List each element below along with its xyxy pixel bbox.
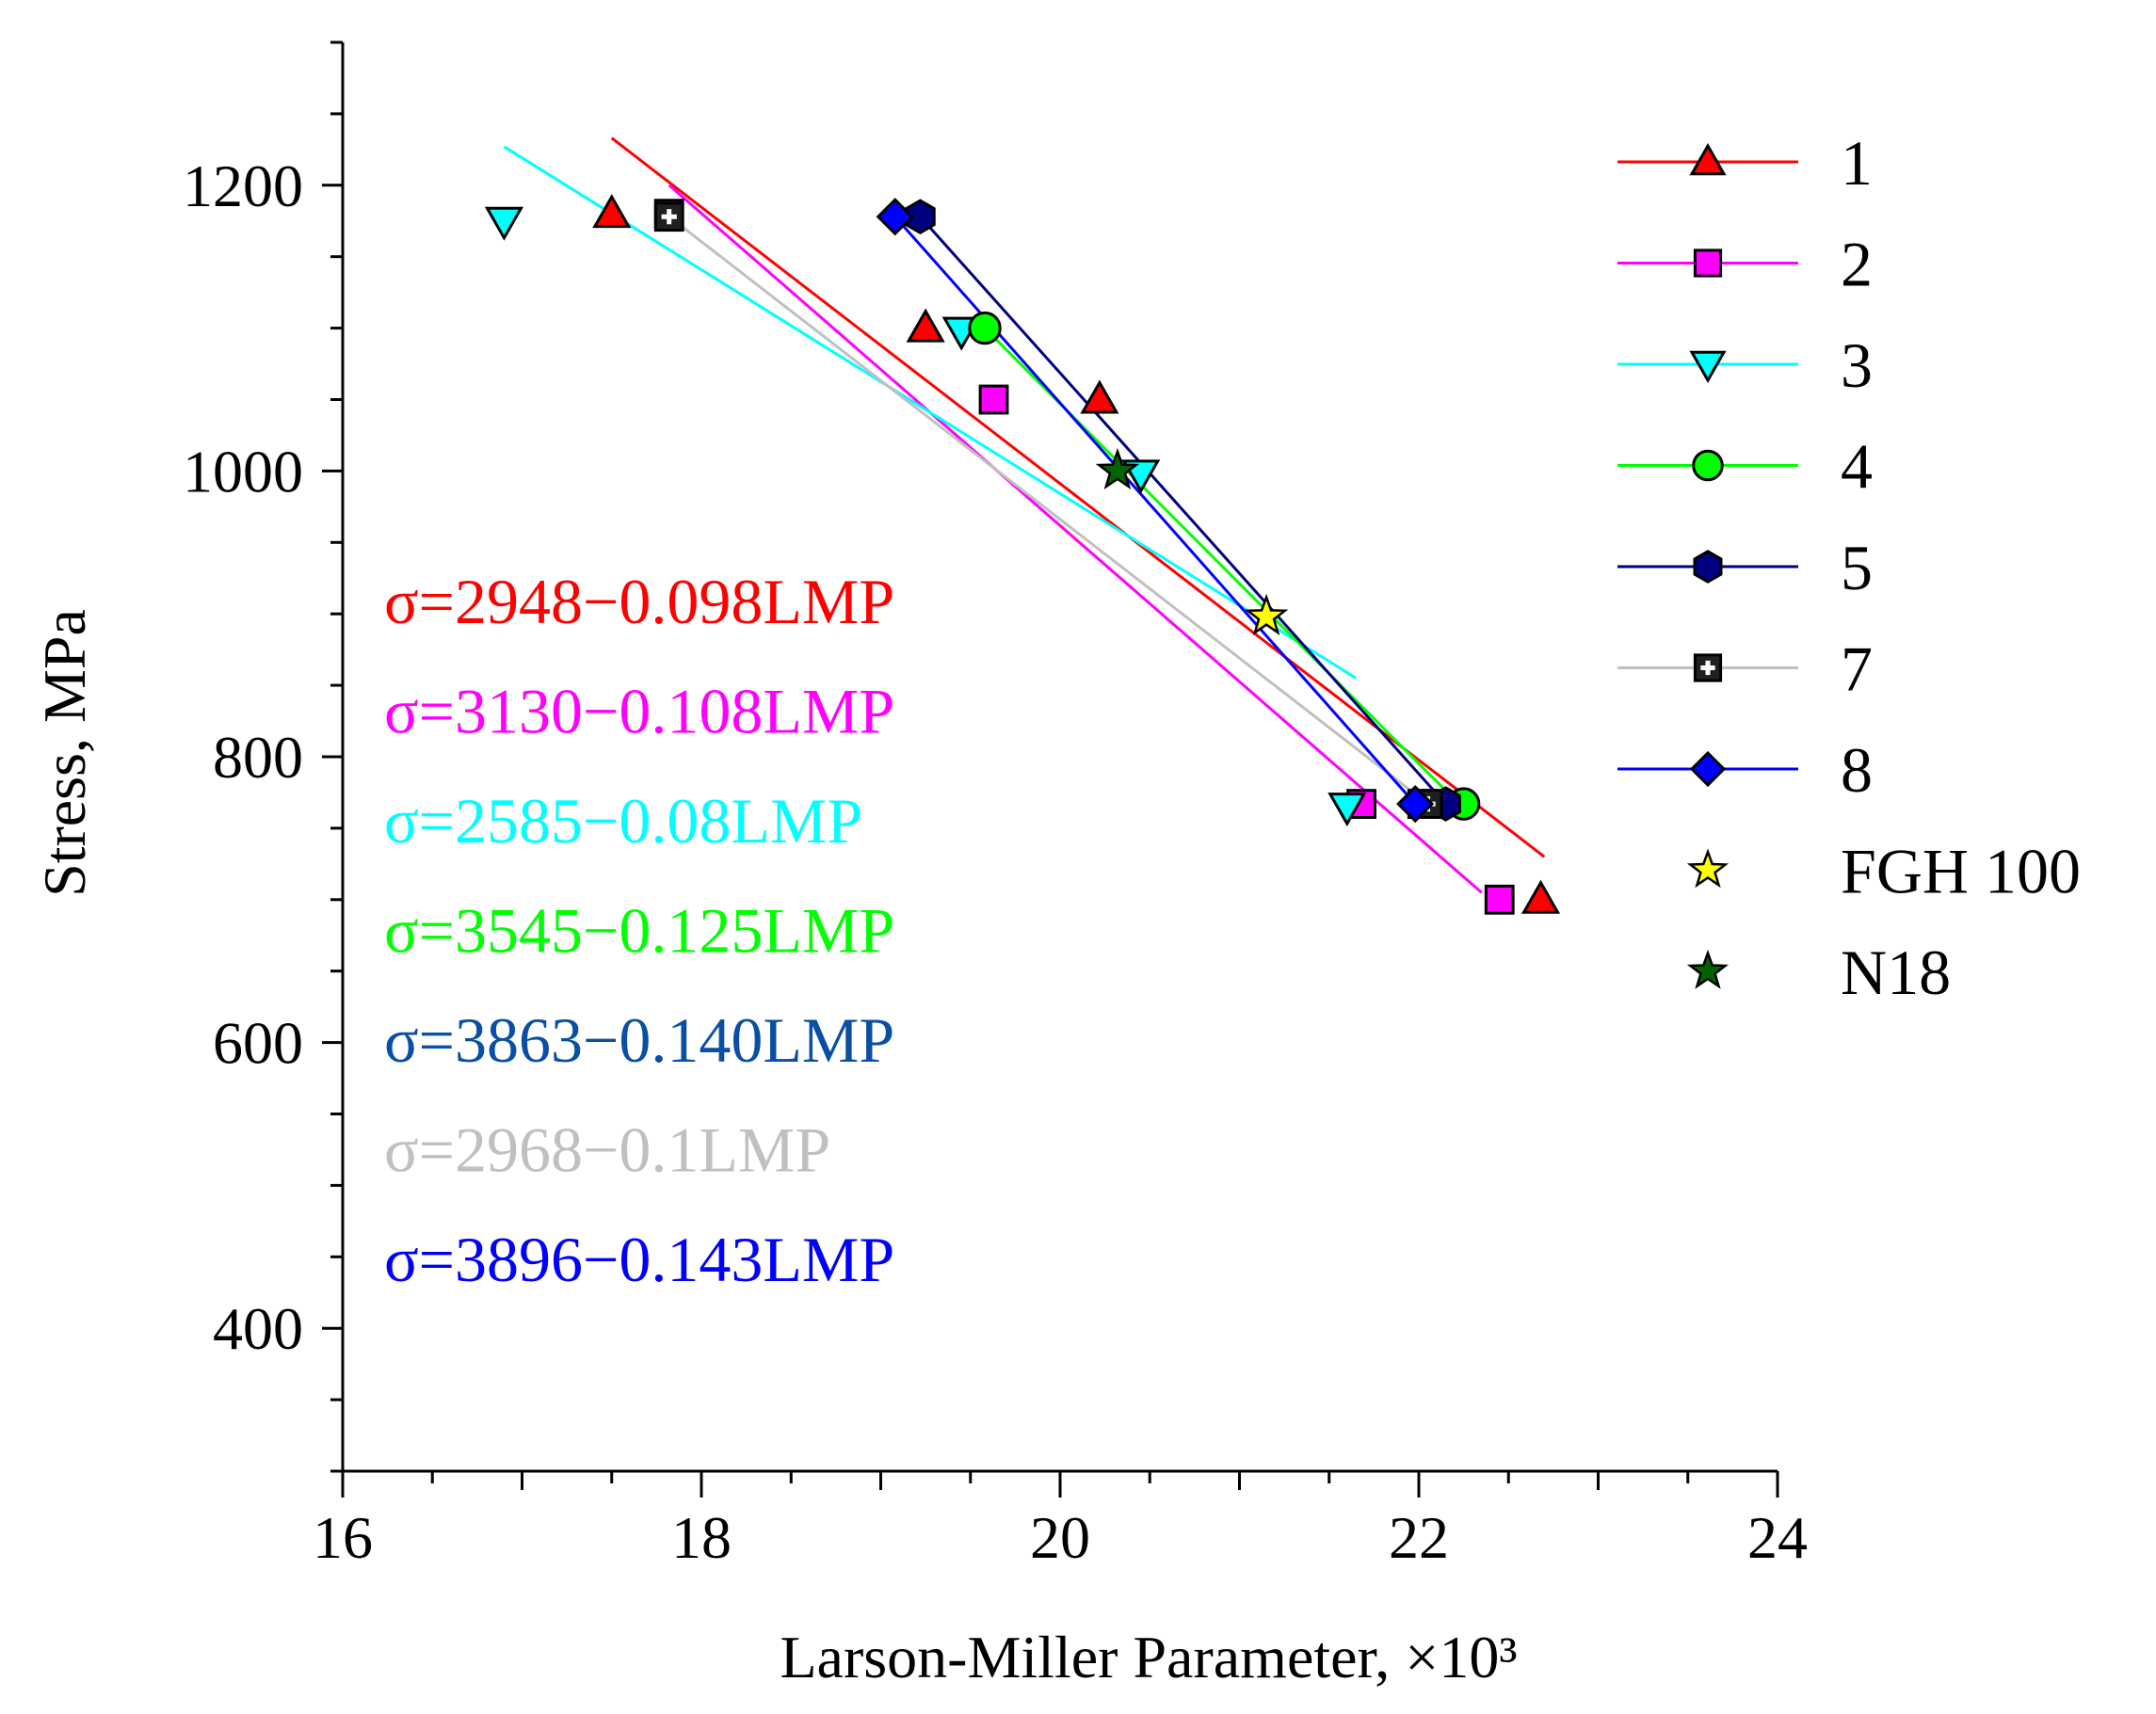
- legend-marker: [1689, 142, 1727, 176]
- y-tick-label: 800: [213, 724, 303, 791]
- equation-annotation: σ=3863−0.140LMP: [384, 1004, 894, 1076]
- equation-annotation: σ=3545−0.125LMP: [384, 895, 894, 967]
- legend-item: FGH 100: [1686, 836, 2081, 907]
- data-point-series-8: [876, 198, 914, 236]
- data-point-series-3: [484, 206, 524, 241]
- x-tick-label: 24: [1747, 1504, 1808, 1571]
- x-ticks: 16 18 20 22 24: [313, 1471, 1808, 1571]
- legend-label: 4: [1841, 431, 1873, 503]
- data-point-series-7: [653, 201, 684, 232]
- data-point-series-4: [968, 311, 1002, 345]
- legend-item: 4: [1617, 431, 1873, 503]
- y-tick-label: 600: [213, 1010, 303, 1077]
- legend-label: 7: [1841, 633, 1873, 705]
- axes: 16 18 20 22 24 400 600 800 1000 1200: [183, 40, 1808, 1571]
- data-point-series-3: [1327, 793, 1367, 827]
- legend-marker: [1689, 750, 1727, 788]
- y-tick-label: 1000: [183, 438, 303, 505]
- legend: 1 2 3 4 5 7 8 FGH 100 N18: [1617, 127, 2081, 1008]
- fit-line-series-3: [503, 145, 1358, 680]
- equation-annotation: σ=2968−0.1LMP: [384, 1114, 830, 1186]
- legend-label: 1: [1841, 127, 1873, 199]
- fit-line-series-1: [610, 136, 1546, 858]
- legend-label: 8: [1841, 734, 1873, 806]
- data-markers: [484, 194, 1561, 915]
- data-point-series-1: [906, 308, 945, 343]
- x-tick-label: 16: [313, 1504, 373, 1571]
- legend-label: 3: [1841, 329, 1873, 401]
- y-ticks: 400 600 800 1000 1200: [183, 40, 343, 1473]
- equation-annotations: σ=2948−0.098LMP σ=3130−0.108LMP σ=2585−0.0…: [384, 566, 894, 1295]
- fit-line-series-2: [668, 184, 1483, 894]
- data-point-series-5: [905, 199, 936, 235]
- fit-line-series-8: [893, 216, 1417, 806]
- legend-label: 2: [1841, 229, 1873, 300]
- legend-item: 1: [1617, 127, 1873, 199]
- fit-line-series-7: [668, 216, 1429, 806]
- fit-lines: [503, 136, 1546, 894]
- x-tick-label: 22: [1389, 1504, 1449, 1571]
- y-tick-label: 400: [213, 1295, 303, 1362]
- data-point-series-2: [1484, 884, 1515, 915]
- fit-line-series-5: [919, 216, 1447, 806]
- data-point-series-1: [592, 194, 632, 229]
- legend-marker: [1693, 550, 1723, 584]
- data-point-series-2: [978, 384, 1009, 415]
- legend-marker: [1693, 653, 1723, 682]
- legend-marker: [1686, 949, 1730, 989]
- legend-marker: [1692, 449, 1724, 482]
- data-point-series-fgh-100: [1244, 593, 1289, 636]
- legend-item: N18: [1686, 937, 1951, 1008]
- data-point-series-n18: [1095, 447, 1140, 490]
- legend-item: 3: [1617, 329, 1873, 401]
- x-tick-label: 18: [671, 1504, 732, 1571]
- data-point-series-1: [1080, 379, 1119, 414]
- legend-item: 7: [1617, 633, 1873, 705]
- legend-marker: [1689, 350, 1727, 384]
- data-point-series-8: [1396, 784, 1435, 824]
- equation-annotation: σ=3896−0.143LMP: [384, 1224, 894, 1295]
- legend-label: FGH 100: [1841, 836, 2081, 907]
- legend-item: 2: [1617, 229, 1873, 300]
- y-tick-label: 1200: [183, 152, 303, 219]
- legend-item: 8: [1617, 734, 1873, 806]
- equation-annotation: σ=2948−0.098LMP: [384, 566, 894, 637]
- data-point-series-1: [1520, 879, 1561, 914]
- equation-annotation: σ=3130−0.108LMP: [384, 676, 894, 747]
- legend-item: 5: [1617, 532, 1873, 603]
- x-axis-label: Larson-Miller Parameter, ×10³: [780, 1624, 1517, 1690]
- y-axis-label: Stress, MPa: [31, 609, 98, 897]
- equation-annotation: σ=2585−0.08LMP: [384, 785, 862, 857]
- legend-label: 5: [1841, 532, 1873, 603]
- legend-marker: [1693, 248, 1723, 278]
- legend-label: N18: [1841, 937, 1951, 1008]
- legend-marker: [1686, 848, 1730, 889]
- x-tick-label: 20: [1030, 1504, 1090, 1571]
